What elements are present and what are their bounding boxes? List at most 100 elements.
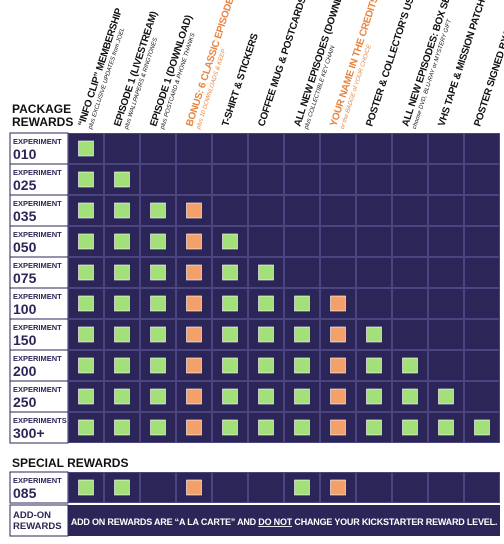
- cell-square: [78, 202, 94, 219]
- section-title: PACKAGE: [12, 102, 71, 116]
- cell: [392, 350, 428, 381]
- cell: [284, 257, 320, 288]
- cell: [428, 350, 464, 381]
- row-label-big: 050: [13, 239, 37, 255]
- cell-square: [222, 295, 238, 312]
- cell-square: [78, 171, 94, 188]
- cell: [284, 195, 320, 226]
- cell: [464, 164, 500, 195]
- cell: [248, 319, 284, 350]
- cell: [284, 412, 320, 443]
- cell: [68, 164, 104, 195]
- addon-note: ADD ON REWARDS ARE “A LA CARTE” AND DO N…: [71, 517, 497, 527]
- cell: [104, 195, 140, 226]
- cell-square: [258, 264, 274, 281]
- cell: [176, 257, 212, 288]
- cell-square: [222, 419, 238, 436]
- row-label-small: EXPERIMENT: [13, 137, 62, 146]
- cell: [320, 412, 356, 443]
- cell-square: [222, 326, 238, 343]
- cell: [104, 412, 140, 443]
- cell: [464, 381, 500, 412]
- cell-square: [294, 357, 310, 374]
- cell-square: [150, 419, 166, 436]
- cell: [140, 288, 176, 319]
- cell-square: [294, 295, 310, 312]
- cell-square: [78, 295, 94, 312]
- cell-square: [150, 357, 166, 374]
- addon-note-part: ADD ON REWARDS ARE “A LA CARTE” AND: [71, 517, 258, 527]
- addon-band: [68, 505, 500, 536]
- cell-square: [222, 357, 238, 374]
- row-label-box: [9, 163, 69, 196]
- cell: [464, 288, 500, 319]
- row-label-small: EXPERIMENT: [13, 323, 62, 332]
- cell: [320, 319, 356, 350]
- cell: [248, 381, 284, 412]
- cell: [320, 195, 356, 226]
- cell: [212, 195, 248, 226]
- cell: [464, 133, 500, 164]
- cell: [212, 472, 248, 503]
- cell: [212, 350, 248, 381]
- cell: [356, 133, 392, 164]
- cell-square: [366, 388, 382, 405]
- cell-square: [294, 479, 310, 496]
- section-title: SPECIAL REWARDS: [12, 456, 128, 470]
- cell: [176, 195, 212, 226]
- cell: [464, 195, 500, 226]
- cell: [104, 164, 140, 195]
- cell: [176, 472, 212, 503]
- cell: [212, 319, 248, 350]
- row-label-big: 150: [13, 332, 37, 348]
- cell: [356, 257, 392, 288]
- cell-square: [114, 295, 130, 312]
- cell-square: [402, 357, 418, 374]
- cell: [392, 257, 428, 288]
- cell: [284, 288, 320, 319]
- cell: [464, 472, 500, 503]
- cell-square: [114, 357, 130, 374]
- cell: [104, 381, 140, 412]
- row-label-small: EXPERIMENT: [13, 385, 62, 394]
- cell: [176, 133, 212, 164]
- cell: [212, 412, 248, 443]
- cell-square: [330, 326, 346, 343]
- cell: [464, 226, 500, 257]
- column-header: T-SHIRT & STICKERS: [220, 32, 261, 128]
- cell: [248, 226, 284, 257]
- cell: [356, 195, 392, 226]
- cell: [356, 472, 392, 503]
- cell: [212, 288, 248, 319]
- cell: [140, 350, 176, 381]
- cell-square: [258, 357, 274, 374]
- row-label-big: 200: [13, 363, 37, 379]
- cell-square: [78, 326, 94, 343]
- cell: [212, 226, 248, 257]
- cell: [464, 319, 500, 350]
- cell-square: [330, 419, 346, 436]
- cell-square: [366, 357, 382, 374]
- row-label-box: [9, 194, 69, 227]
- cell: [140, 319, 176, 350]
- row-label-small: EXPERIMENT: [13, 168, 62, 177]
- cell-square: [438, 388, 454, 405]
- cell-square: [366, 419, 382, 436]
- row-label-big: 075: [13, 270, 37, 286]
- cell: [140, 195, 176, 226]
- cell: [392, 319, 428, 350]
- cell-square: [186, 479, 202, 496]
- cell: [104, 319, 140, 350]
- cell: [464, 257, 500, 288]
- cell-square: [78, 479, 94, 496]
- row-label-small: EXPERIMENT: [13, 199, 62, 208]
- cell-square: [114, 419, 130, 436]
- cell-square: [222, 388, 238, 405]
- cell: [248, 472, 284, 503]
- cell-square: [150, 295, 166, 312]
- cell-square: [114, 264, 130, 281]
- cell: [320, 133, 356, 164]
- cell: [284, 133, 320, 164]
- addon-note-part: CHANGE YOUR KICKSTARTER REWARD LEVEL.: [292, 517, 497, 527]
- cell: [356, 288, 392, 319]
